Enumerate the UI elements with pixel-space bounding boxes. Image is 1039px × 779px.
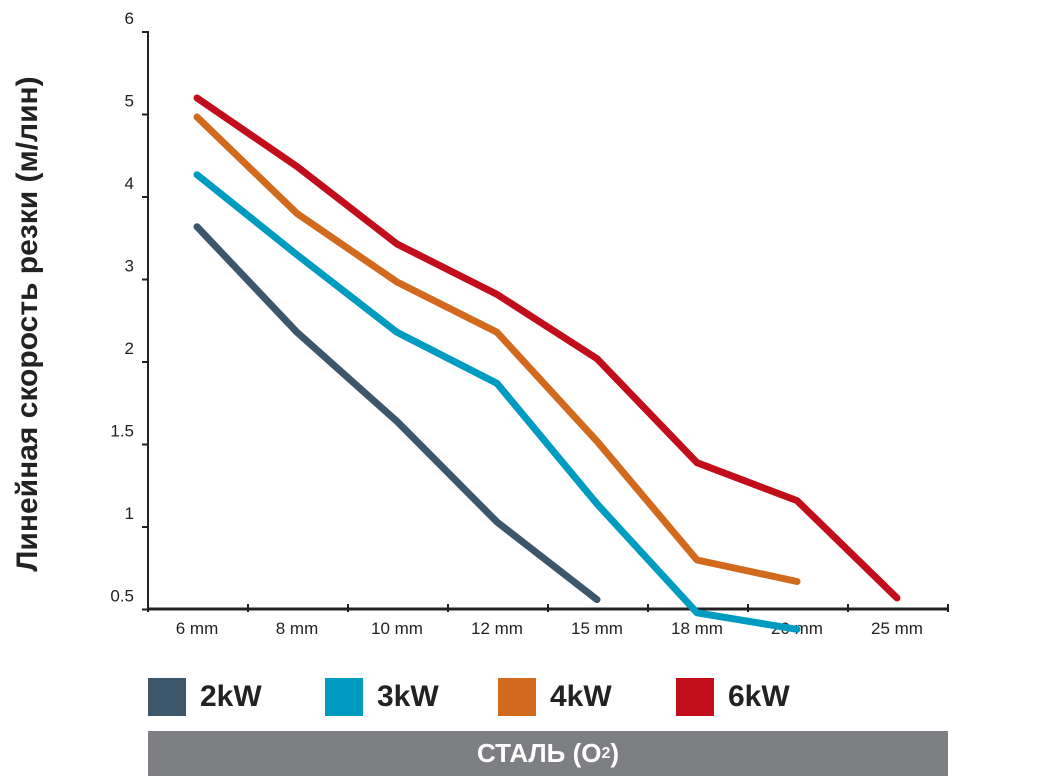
legend-label-2kw: 2kW bbox=[200, 680, 262, 713]
legend-swatch-2kw bbox=[148, 678, 186, 716]
legend-item-4kw: 4kW bbox=[498, 678, 612, 716]
legend-item-3kw: 3kW bbox=[325, 678, 439, 716]
x-category-label: 18 mm bbox=[671, 619, 723, 638]
y-tick-label: 2 bbox=[125, 339, 134, 358]
x-category-label: 10 mm bbox=[371, 619, 423, 638]
legend-swatch-4kw bbox=[498, 678, 536, 716]
x-category-label: 8 mm bbox=[276, 619, 319, 638]
material-suffix: ) bbox=[610, 738, 620, 768]
x-category-label: 12 mm bbox=[471, 619, 523, 638]
material-label: СТАЛЬ (O bbox=[476, 738, 602, 768]
material-subscript: 2 bbox=[601, 744, 611, 762]
legend-swatch-6kw bbox=[676, 678, 714, 716]
x-category-label: 15 mm bbox=[571, 619, 623, 638]
series-line-3kw bbox=[193, 171, 801, 633]
x-ticks: 6 mm 8 mm 10 mm 12 mm 15 mm 18 mm 20 mm 25 mm bbox=[147, 604, 949, 638]
legend-label-3kw: 3kW bbox=[377, 680, 439, 713]
series-line-2kw bbox=[193, 223, 601, 604]
legend-item-2kw: 2kW bbox=[148, 678, 262, 716]
legend-item-6kw: 6kW bbox=[676, 678, 790, 716]
x-category-label: 6 mm bbox=[176, 619, 219, 638]
legend: 2kW 3kW 4kW 6kW bbox=[148, 678, 948, 716]
y-tick-label: 0.5 bbox=[110, 587, 134, 606]
material-banner: СТАЛЬ (O 2) bbox=[148, 731, 948, 776]
y-ticks: 6 5 4 3 2 1.5 1 0.5 bbox=[110, 9, 149, 611]
y-tick-label: 4 bbox=[125, 174, 134, 193]
series-line-6kw bbox=[193, 94, 901, 602]
legend-label-4kw: 4kW bbox=[550, 680, 612, 713]
legend-swatch-3kw bbox=[325, 678, 363, 716]
y-tick-label: 6 bbox=[125, 9, 134, 28]
series-line-4kw bbox=[193, 113, 801, 585]
y-axis-label: Линейная скорость резки (м/лин) bbox=[11, 76, 44, 571]
y-tick-label: 1 bbox=[125, 504, 134, 523]
legend-label-6kw: 6kW bbox=[728, 680, 790, 713]
x-category-label: 25 mm bbox=[871, 619, 923, 638]
y-tick-label: 3 bbox=[125, 257, 134, 276]
y-tick-label: 1.5 bbox=[110, 422, 134, 441]
series-lines bbox=[193, 94, 901, 633]
y-tick-label: 5 bbox=[125, 92, 134, 111]
